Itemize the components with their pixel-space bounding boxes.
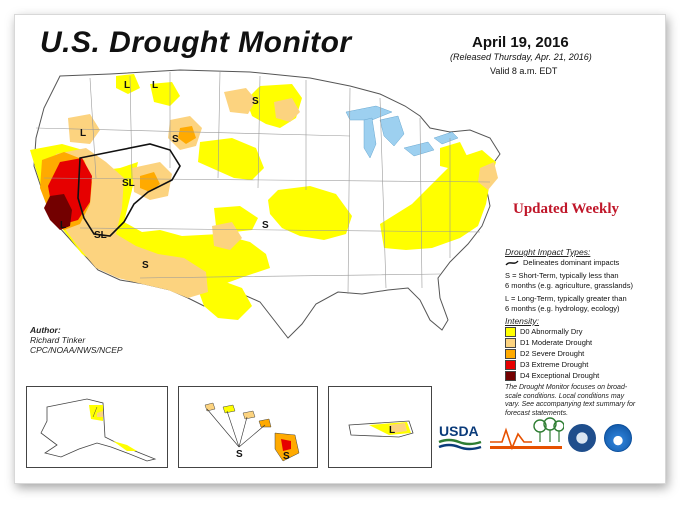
d3-label: D3 Extreme Drought: [520, 360, 589, 369]
legend-item-d0: D0 Abnormally Dry: [505, 327, 665, 337]
legend-item-d2: D2 Severe Drought: [505, 349, 665, 359]
impact-label-sl: SL: [94, 230, 107, 241]
valid-time: Valid 8 a.m. EDT: [490, 66, 558, 76]
alaska-inset: [26, 386, 168, 468]
pr-impact-label-l: L: [389, 425, 395, 436]
d1-swatch: [505, 338, 516, 348]
impact-l-line2: 6 months (e.g. hydrology, ecology): [505, 304, 620, 313]
legend: Drought Impact Types: Delineates dominan…: [505, 247, 665, 381]
hawaii-impact-label-s: S: [283, 451, 290, 462]
d0-label: D0 Abnormally Dry: [520, 327, 583, 336]
impact-boundary-line: [77, 143, 181, 237]
ndmc-logo: [490, 417, 564, 451]
note-line: scale conditions. Local conditions may: [505, 392, 625, 400]
note-line: vary. See accompanying text summary for: [505, 401, 636, 408]
intensity-header: Intensity:: [505, 316, 540, 326]
hawaii-map: S S: [204, 402, 300, 462]
legend-item-d1: D1 Moderate Drought: [505, 338, 665, 348]
d4-regions: [44, 194, 72, 230]
author-label: Author:: [30, 325, 61, 335]
author-org: CPC/NOAA/NWS/NCEP: [30, 345, 123, 355]
impact-label-s: S: [142, 260, 149, 271]
conus-drought-map: L L L S S SL SL L S S: [30, 69, 501, 339]
d2-label: D2 Severe Drought: [520, 349, 585, 358]
impact-label-l: L: [60, 220, 66, 231]
author-name: Richard Tinker: [30, 335, 86, 345]
legend-item-d3: D3 Extreme Drought: [505, 360, 665, 370]
impact-s-line1: S = Short-Term, typically less than: [505, 271, 619, 280]
state-boundaries: [35, 71, 491, 295]
impact-s-line2: 6 months (e.g. agriculture, grasslands): [505, 281, 633, 290]
d2-swatch: [505, 349, 516, 359]
hawaii-inset: S S: [178, 386, 318, 468]
map-title: U.S. Drought Monitor: [40, 26, 352, 59]
delineation-line-icon: [505, 260, 519, 266]
author-block: Author: Richard Tinker CPC/NOAA/NWS/NCEP: [30, 325, 123, 355]
d4-swatch: [505, 371, 516, 381]
commerce-seal: [568, 424, 596, 452]
d4-label: D4 Exceptional Drought: [520, 371, 600, 380]
alaska-map: [40, 398, 157, 462]
map-date: April 19, 2016: [472, 34, 569, 51]
d0-swatch: [505, 327, 516, 337]
disclaimer-note: The Drought Monitor focuses on broad- sc…: [505, 384, 655, 418]
impact-label-sl: SL: [122, 178, 135, 189]
puerto-rico-map: L: [348, 420, 414, 438]
impact-label-s: S: [262, 220, 269, 231]
usda-logo: USDA: [438, 423, 482, 451]
release-date: (Released Thursday, Apr. 21, 2016): [450, 52, 592, 62]
impact-l-line1: L = Long-Term, typically greater than: [505, 294, 627, 303]
hawaii-impact-label-s: S: [236, 449, 243, 460]
d1-label: D1 Moderate Drought: [520, 338, 593, 347]
legend-item-d4: D4 Exceptional Drought: [505, 371, 665, 381]
d3-swatch: [505, 360, 516, 370]
delineates-label: Delineates dominant impacts: [523, 258, 620, 267]
impact-label-l: L: [124, 80, 130, 91]
note-line: forecast statements.: [505, 409, 569, 417]
usda-text: USDA: [439, 423, 479, 439]
impact-label-l: L: [152, 80, 158, 91]
impact-label-s: S: [252, 96, 259, 107]
note-line: The Drought Monitor focuses on broad-: [505, 384, 628, 391]
impact-label-s: S: [172, 134, 179, 145]
updated-weekly-label: Updated Weekly: [513, 201, 619, 217]
impact-delineates-row: Delineates dominant impacts: [505, 258, 665, 268]
impact-types-header: Drought Impact Types:: [505, 247, 591, 257]
impact-label-l: L: [80, 128, 86, 139]
puerto-rico-inset: L: [328, 386, 432, 468]
noaa-seal: [604, 424, 632, 452]
